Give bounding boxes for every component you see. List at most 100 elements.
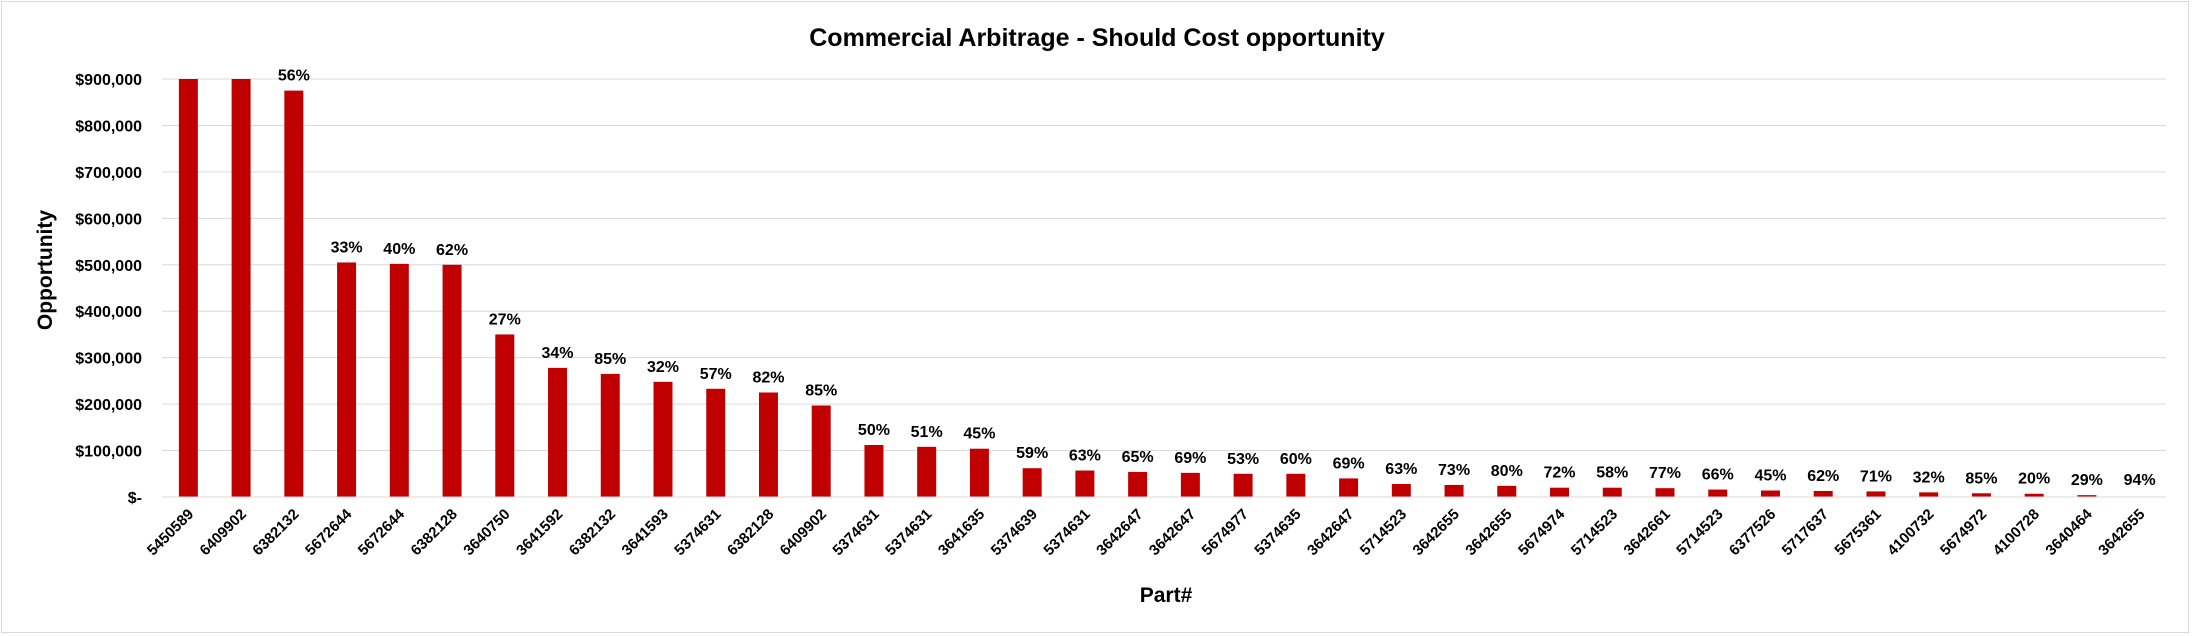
x-tick-label: 5374635 (1251, 506, 1304, 559)
x-tick-label: 3642655 (1462, 506, 1515, 559)
bar (758, 392, 778, 497)
x-axis-ticks: 5450589 6409902 6382132 5672644 5672644 63821… (144, 505, 2149, 559)
data-label: 29% (2071, 472, 2103, 489)
bar (1075, 470, 1095, 497)
chart-title: Commercial Arbitrage - Should Cost oppor… (809, 24, 1385, 52)
bar (1866, 491, 1886, 497)
x-tick-label: 6409902 (197, 506, 250, 559)
bar (1655, 488, 1675, 497)
bar (706, 388, 726, 497)
x-tick-label: 5374631 (882, 506, 935, 559)
data-label: 63% (1069, 448, 1101, 465)
data-label: 85% (594, 351, 626, 368)
y-axis-title: Opportunity (34, 210, 57, 330)
data-label: 62% (1807, 468, 1839, 485)
data-label: 59% (1016, 445, 1048, 462)
x-tick-label: 4100732 (1884, 506, 1937, 559)
bar (1760, 490, 1780, 497)
y-tick-label: $200,000 (75, 397, 142, 414)
data-label: 58% (1596, 465, 1628, 482)
data-label: 80% (1491, 463, 1523, 480)
bar (2024, 493, 2044, 497)
x-tick-label: 3642661 (1621, 506, 1674, 559)
bar (864, 444, 884, 497)
data-label: 94% (2124, 472, 2156, 489)
y-tick-label: $100,000 (75, 444, 142, 461)
gridlines (162, 78, 2166, 498)
y-tick-label: $500,000 (75, 258, 142, 275)
x-tick-label: 6382128 (724, 506, 777, 559)
x-tick-label: 5675361 (1831, 506, 1884, 559)
bar (231, 79, 251, 497)
bar (1180, 472, 1200, 497)
x-tick-label: 5672644 (302, 505, 356, 559)
x-tick-label: 3642655 (1410, 506, 1463, 559)
x-tick-label: 6409902 (777, 506, 830, 559)
bar (1022, 468, 1042, 497)
data-labels: 56% 33% 40% 62% 27% 34% 85% 32% 57% 82% 85% 50% 51% 4… (278, 68, 2156, 489)
y-tick-label: $- (128, 490, 142, 507)
bar (1391, 483, 1411, 497)
x-tick-label: 5714523 (1357, 506, 1410, 559)
y-axis-ticks: $- $100,000 $200,000 $300,000 $400,000 $500,0… (75, 72, 142, 507)
data-label: 27% (489, 311, 521, 328)
x-tick-label: 3640464 (2042, 505, 2096, 559)
x-tick-label: 5674974 (1515, 505, 1569, 559)
x-tick-label: 3642647 (1304, 506, 1357, 559)
x-tick-label: 5450589 (144, 506, 197, 559)
data-label: 32% (1913, 469, 1945, 486)
data-label: 57% (700, 366, 732, 383)
data-label: 77% (1649, 465, 1681, 482)
bar (389, 263, 409, 497)
data-label: 85% (805, 383, 837, 400)
y-tick-label: $400,000 (75, 304, 142, 321)
x-tick-label: 4100728 (1990, 506, 2043, 559)
bar (1497, 485, 1517, 497)
y-tick-label: $300,000 (75, 351, 142, 368)
data-label: 73% (1438, 462, 1470, 479)
bar (1444, 484, 1464, 497)
x-tick-label: 6382128 (408, 506, 461, 559)
data-label: 45% (963, 426, 995, 443)
y-tick-label: $700,000 (75, 165, 142, 182)
data-label: 32% (647, 359, 679, 376)
bar (1286, 473, 1306, 497)
x-tick-label: 5374639 (988, 506, 1041, 559)
data-label: 85% (1965, 470, 1997, 487)
bar (1971, 493, 1991, 497)
bar (2077, 495, 2097, 497)
bar (653, 381, 673, 497)
y-tick-label: $900,000 (75, 72, 142, 89)
data-label: 50% (858, 422, 890, 439)
bar (1813, 490, 1833, 497)
x-tick-label: 5374631 (829, 506, 882, 559)
data-label: 69% (1174, 450, 1206, 467)
bar (284, 90, 304, 497)
x-tick-label: 3642655 (2095, 506, 2148, 559)
bar (337, 262, 357, 497)
bars (178, 79, 2150, 498)
x-tick-label: 5674972 (1937, 506, 1990, 559)
y-tick-label: $800,000 (75, 118, 142, 135)
data-label: 72% (1544, 465, 1576, 482)
data-label: 20% (2018, 471, 2050, 488)
bar (969, 448, 989, 497)
x-tick-label: 3640750 (460, 506, 513, 559)
bar (1233, 473, 1253, 497)
data-label: 40% (383, 241, 415, 258)
x-tick-label: 5714523 (1568, 506, 1621, 559)
x-tick-label: 3642647 (1093, 506, 1146, 559)
bar (1919, 492, 1939, 497)
data-label: 60% (1280, 451, 1312, 468)
bar (442, 264, 462, 497)
bar (178, 79, 198, 497)
data-label: 69% (1333, 455, 1365, 472)
bar (1708, 489, 1728, 497)
data-label: 71% (1860, 468, 1892, 485)
bar (1550, 487, 1570, 497)
bar (600, 373, 620, 497)
data-label: 62% (436, 242, 468, 259)
bar (917, 446, 937, 497)
y-tick-label: $600,000 (75, 211, 142, 228)
x-tick-label: 5674977 (1199, 506, 1252, 559)
